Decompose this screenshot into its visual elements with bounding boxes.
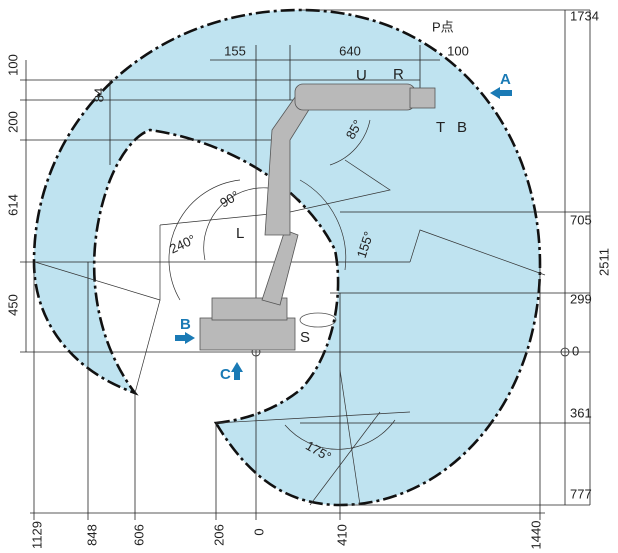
robot xyxy=(199,83,436,351)
dim-bottom: 206 xyxy=(211,524,226,546)
label: P点 xyxy=(432,19,454,34)
dim-inner: 84 xyxy=(91,88,106,102)
label: T xyxy=(436,119,445,136)
dim-right: 1734 xyxy=(570,8,599,23)
label: S xyxy=(300,329,310,346)
label: B xyxy=(457,119,467,136)
dimension-lines xyxy=(20,9,591,520)
dim-right: 777 xyxy=(570,486,592,501)
label: U xyxy=(356,67,367,84)
dim-right: 299 xyxy=(570,291,592,306)
label: R xyxy=(393,66,404,83)
angle-guides xyxy=(34,119,546,506)
dim-right: 361 xyxy=(570,405,592,420)
angle-label: 240° xyxy=(167,232,198,257)
label: A xyxy=(500,71,511,88)
label: B xyxy=(180,316,191,333)
dim-bottom: 606 xyxy=(131,524,146,546)
arrows xyxy=(175,87,512,380)
dim-top: 100 xyxy=(447,43,469,58)
dim-left: 200 xyxy=(5,111,20,133)
dim-bottom: 1440 xyxy=(528,521,543,550)
dim-bottom: 848 xyxy=(84,524,99,546)
dim-total: 2511 xyxy=(596,248,611,276)
dim-left: 100 xyxy=(5,54,20,76)
dim-bottom: 1129 xyxy=(29,521,44,549)
label: L xyxy=(236,225,244,242)
angle-label: 90° xyxy=(217,188,242,211)
work-envelope xyxy=(32,8,542,507)
label: C xyxy=(220,366,231,383)
dim-left: 450 xyxy=(5,294,20,316)
dim-top: 155 xyxy=(224,43,246,58)
dim-right: 705 xyxy=(570,212,592,227)
dim-bottom: 0 xyxy=(251,528,266,535)
dim-top: 640 xyxy=(339,43,361,58)
dim-right: 0 xyxy=(572,343,579,358)
dim-bottom: 410 xyxy=(334,524,349,546)
dim-left: 614 xyxy=(5,194,20,216)
